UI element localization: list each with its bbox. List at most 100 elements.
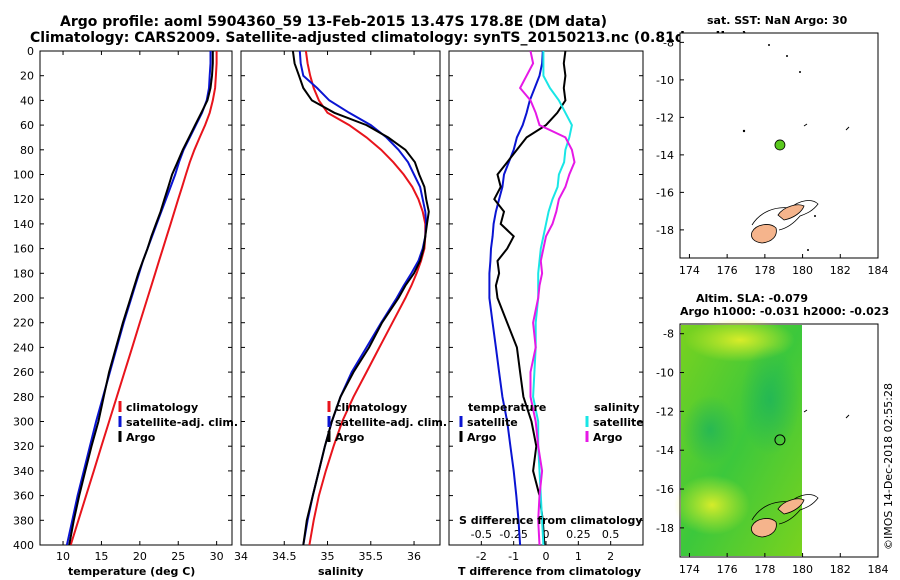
- depth-tick-label: 300: [13, 416, 34, 429]
- island-vanua-levu: [777, 204, 805, 221]
- salinity-ticks: 34 34.5 35 35.5 36: [234, 50, 440, 563]
- depth-tick-label: 280: [13, 391, 34, 404]
- x-tick-label: 36: [407, 550, 421, 563]
- depth-tick-label: 320: [13, 440, 34, 453]
- x-tick-label: 35.5: [359, 550, 384, 563]
- lon-tick-label: 182: [830, 563, 851, 576]
- island-viti-levu: [751, 224, 777, 244]
- legend-t-satellite-label: satellite: [467, 416, 518, 429]
- depth-tick-label: 360: [13, 490, 34, 503]
- legend-argo-label: Argo: [126, 431, 156, 444]
- sla-map-subtitle: Argo h1000: -0.031 h2000: -0.023: [680, 305, 889, 318]
- x-tick-label: 20: [133, 550, 147, 563]
- s-tick-label: -0.25: [499, 528, 527, 541]
- depth-tick-label: 180: [13, 267, 34, 280]
- depth-tick-label: 200: [13, 292, 34, 305]
- depth-tick-label: 140: [13, 218, 34, 231]
- lat-tick-label: -8: [663, 36, 674, 49]
- sla-low-area: [740, 345, 800, 455]
- s-tick-label: 0.5: [602, 528, 620, 541]
- figure-subtitle: Climatology: CARS2009. Satellite-adjuste…: [30, 30, 748, 46]
- lon-tick-label: 180: [792, 264, 813, 277]
- x-tick-label: 34.5: [272, 550, 297, 563]
- depth-tick-label: 80: [20, 144, 34, 157]
- difference-legend: temperature salinity satellite Argo sate…: [459, 401, 644, 444]
- lat-tick-label: -16: [656, 186, 674, 199]
- islet: [814, 215, 816, 217]
- series-line-argo: [291, 51, 430, 545]
- lon-tick-label: 184: [868, 264, 889, 277]
- temperature-xlabel: temperature (deg C): [68, 565, 195, 578]
- sst-map-panel: sat. SST: NaN Argo: 30 174 176 178 180 182 18…: [656, 14, 888, 277]
- x-tick-label: 25: [171, 550, 185, 563]
- difference-panel: -2 -1 0 1 2 -0.5 -0.25 0 0.25 0.5 S difference fr…: [448, 50, 644, 578]
- islet: [807, 249, 809, 251]
- difference-lines: [488, 51, 576, 545]
- depth-tick-label: 20: [20, 70, 34, 83]
- s-tick-label: 0: [543, 528, 550, 541]
- lat-tick-label: -16: [656, 483, 674, 496]
- s-tick-label: 0.25: [566, 528, 591, 541]
- lon-tick-label: 174: [679, 264, 700, 277]
- s-tick-label: -0.5: [471, 528, 492, 541]
- lat-tick-label: -12: [656, 405, 674, 418]
- island-vanua-levu: [777, 498, 805, 515]
- legend-s-satellite-label: satellite: [593, 416, 644, 429]
- figure-title: Argo profile: aoml 5904360_59 13-Feb-201…: [60, 14, 607, 30]
- lat-tick-label: -10: [656, 367, 674, 380]
- x-tick-label: -2: [476, 550, 487, 563]
- depth-tick-label: 240: [13, 341, 34, 354]
- x-tick-label: 30: [210, 550, 224, 563]
- islet: [803, 409, 808, 413]
- x-tick-label: 34: [234, 550, 248, 563]
- series-line-satellite-adj-clim-: [65, 51, 212, 545]
- legend-argo-label: Argo: [335, 431, 365, 444]
- temperature-axes-frame: [39, 50, 233, 546]
- argo-position-marker: [774, 434, 786, 446]
- depth-tick-label: 220: [13, 317, 34, 330]
- legend-salinity-title: salinity: [594, 401, 640, 414]
- series-line-temperature-satellite: [488, 51, 544, 545]
- depth-tick-label: 400: [13, 539, 34, 552]
- lon-tick-label: 184: [868, 563, 889, 576]
- temperature-ticks: 10 15 20 25 30: [40, 50, 232, 563]
- lat-tick-label: -18: [656, 224, 674, 237]
- islet: [845, 126, 850, 131]
- depth-tick-label: 120: [13, 193, 34, 206]
- depth-tick-label: 100: [13, 169, 34, 182]
- salinity-lines: [291, 51, 430, 545]
- depth-tick-label: 60: [20, 119, 34, 132]
- x-tick-label: 1: [575, 550, 582, 563]
- depth-tick-label: 0: [27, 45, 34, 58]
- reef-outline: [751, 494, 819, 525]
- sla-map-coast: [751, 409, 850, 538]
- lon-tick-label: 180: [792, 563, 813, 576]
- legend-satellite-label: satellite-adj. clim.: [335, 416, 447, 429]
- depth-axis: 0 20 40 60 80 100 120 140 160 180 200 220 240 260 280 3…: [13, 45, 34, 552]
- depth-tick-label: 160: [13, 243, 34, 256]
- lat-tick-label: -12: [656, 111, 674, 124]
- series-line-salinity-satellite: [532, 51, 573, 545]
- lat-tick-label: -8: [663, 328, 674, 341]
- depth-tick-label: 40: [20, 94, 34, 107]
- legend-s-argo-label: Argo: [593, 431, 623, 444]
- x-tick-label: 15: [94, 550, 108, 563]
- sla-map-title: Altim. SLA: -0.079: [696, 292, 808, 305]
- reef-outline: [751, 200, 819, 231]
- salinity-legend: climatology satellite-adj. clim. Argo: [327, 401, 447, 444]
- salinity-xlabel: salinity: [318, 565, 364, 578]
- sla-map-ticks: 174 176 178 180 182 184 -8 -10 -12 -14 -16 -18: [656, 328, 888, 576]
- sla-map-panel: Altim. SLA: -0.079 Argo h1000: -0.031 h2…: [656, 292, 889, 576]
- temperature-panel: 10 15 20 25 30 temperature (deg C) climatolo…: [39, 50, 238, 578]
- lat-tick-label: -14: [656, 444, 674, 457]
- depth-tick-label: 260: [13, 366, 34, 379]
- x-tick-label: -1: [508, 550, 519, 563]
- series-line-argo: [68, 51, 214, 545]
- legend-climatology-label: climatology: [335, 401, 407, 414]
- depth-tick-label: 340: [13, 465, 34, 478]
- temperature-legend: climatology satellite-adj. clim. Argo: [118, 401, 238, 444]
- lon-tick-label: 178: [754, 264, 775, 277]
- series-line-salinity-argo: [518, 51, 576, 545]
- x-tick-label: 35: [321, 550, 335, 563]
